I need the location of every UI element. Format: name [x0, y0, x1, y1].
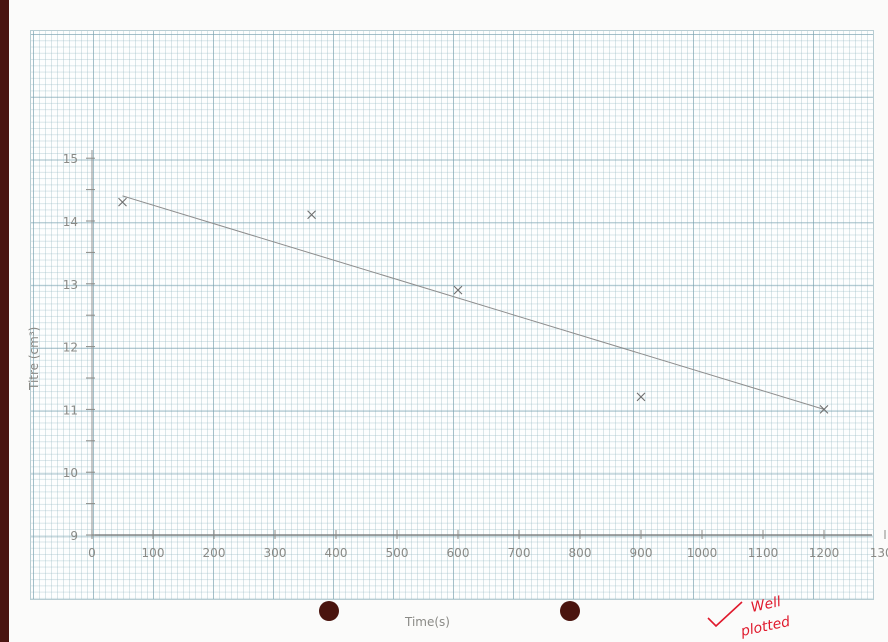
x-tick-label: 700: [508, 546, 531, 560]
y-tick-label: 9: [70, 529, 78, 543]
paper-binding-edge: [0, 0, 9, 642]
x-axis-label: Time(s): [404, 615, 450, 629]
data-point-x-marker: [307, 210, 316, 220]
x-tick-label: 1200: [809, 546, 840, 560]
y-tick-label: 15: [63, 152, 78, 166]
punch-hole: [560, 601, 580, 621]
data-point-x-marker: [636, 392, 646, 402]
x-tick-label: 600: [447, 546, 470, 560]
x-tick-label: 900: [630, 546, 653, 560]
y-tick-label: 10: [63, 466, 78, 480]
y-axis-label: Titre (cm³): [27, 327, 41, 391]
data-point-x-marker: [819, 405, 829, 414]
best-fit-line: [122, 195, 825, 410]
teacher-annotation: Well plotted: [707, 594, 792, 640]
x-tick-label: 1100: [748, 546, 779, 560]
x-tick-label: 1300: [870, 546, 888, 560]
punch-hole: [319, 601, 339, 621]
x-tick-label: 800: [569, 546, 592, 560]
x-tick-label: 0: [88, 546, 96, 560]
x-tick-label: 200: [203, 546, 226, 560]
graph-paper: [30, 30, 874, 600]
x-tick-label: 100: [142, 546, 165, 560]
y-tick-label: 14: [63, 215, 78, 229]
check-mark-icon: [707, 601, 743, 628]
data-point-x-marker: [453, 285, 463, 295]
y-tick-label: 13: [63, 278, 78, 292]
y-tick-label: 11: [63, 403, 78, 417]
x-tick-label: 300: [264, 546, 287, 560]
x-tick-label: 500: [386, 546, 409, 560]
x-tick-label: 1000: [687, 546, 718, 560]
y-tick-label: 12: [63, 341, 78, 355]
annotation-line2: plotted: [739, 614, 792, 640]
data-point-x-marker: [118, 197, 127, 207]
x-tick-label: 400: [325, 546, 348, 560]
annotation-line1: Well: [750, 594, 783, 616]
